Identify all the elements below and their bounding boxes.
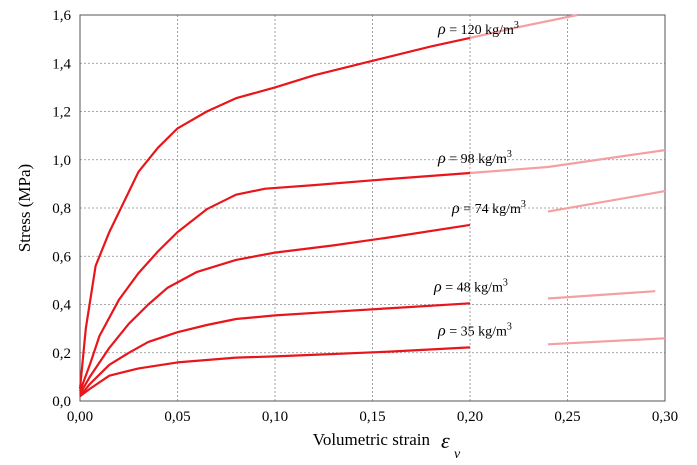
y-tick-label: 1,6 xyxy=(52,8,71,24)
y-axis-label: Stress (MPa) xyxy=(15,164,34,252)
series-extrapolated-line xyxy=(469,149,666,175)
series-extrapolated-line xyxy=(547,290,656,300)
y-tick-label: 1,4 xyxy=(52,56,71,72)
x-axis-label: Volumetric strain xyxy=(313,430,431,449)
series-extrapolated-line xyxy=(547,190,666,213)
series-label: ρ = 48 kg/m3 xyxy=(433,277,508,295)
plot-frame xyxy=(79,14,666,402)
x-tick-label: 0,20 xyxy=(457,409,483,425)
series-line xyxy=(78,36,471,390)
x-tick-label: 0,00 xyxy=(67,409,93,425)
series-label: ρ = 35 kg/m3 xyxy=(437,321,512,339)
y-tick-label: 0,4 xyxy=(52,298,71,314)
y-tick-label: 1,2 xyxy=(52,105,71,121)
x-tick-label: 0,15 xyxy=(359,409,385,425)
series-lines xyxy=(78,13,666,398)
series-label: ρ = 98 kg/m3 xyxy=(437,149,512,167)
series-line xyxy=(79,302,471,397)
x-axis-symbol: ε xyxy=(441,428,450,453)
y-tick-labels: 0,0 0,2 0,4 0,6 0,8 1,0 1,2 1,4 1,6 xyxy=(52,8,71,410)
y-tick-label: 0,2 xyxy=(52,346,71,362)
series-extrapolated-line xyxy=(547,337,666,346)
series-labels: ρ = 120 kg/m3 ρ = 98 kg/m3 ρ = 74 kg/m3 ρ =… xyxy=(433,20,526,340)
y-tick-label: 1,0 xyxy=(52,153,71,169)
series-label: ρ = 74 kg/m3 xyxy=(451,199,526,217)
y-tick-label: 0,8 xyxy=(52,201,71,217)
series-extrapolated-line xyxy=(469,13,578,39)
x-tick-label: 0,10 xyxy=(262,409,288,425)
x-axis-symbol-subscript: v xyxy=(454,447,461,462)
series-label: ρ = 120 kg/m3 xyxy=(437,20,519,38)
y-tick-label: 0,0 xyxy=(52,394,71,410)
x-tick-labels: 0,00 0,05 0,10 0,15 0,20 0,25 0,30 xyxy=(67,409,678,425)
series-line xyxy=(79,346,471,398)
series-line xyxy=(78,171,471,392)
x-tick-label: 0,30 xyxy=(652,409,678,425)
y-tick-label: 0,6 xyxy=(52,249,71,265)
x-tick-label: 0,25 xyxy=(554,409,580,425)
x-tick-label: 0,05 xyxy=(164,409,190,425)
series-line xyxy=(79,223,471,395)
